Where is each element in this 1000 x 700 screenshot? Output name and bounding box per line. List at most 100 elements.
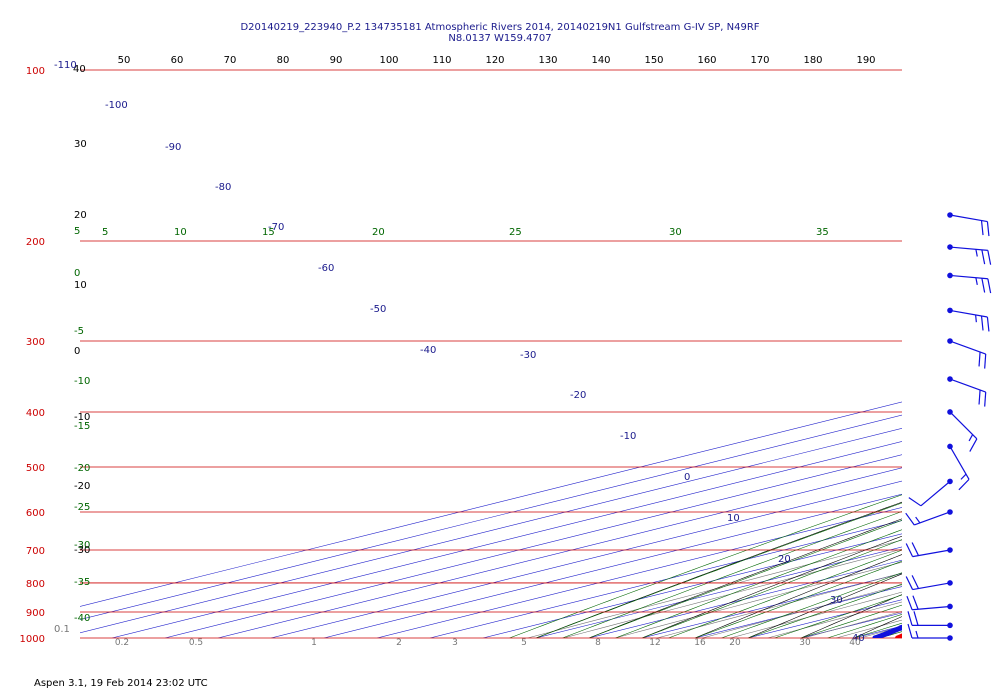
wind-barb [947,307,990,332]
isotherm-line [217,467,902,638]
moist-adiabat-label: 10 [174,227,187,238]
moist-adiabat-line [509,494,902,638]
isotherm-label: 40 [852,633,865,644]
isotherm-label: 20 [778,554,791,565]
wind-barb [947,376,987,407]
moist-adiabat-line [907,170,1000,638]
temperature-point [919,626,924,631]
mixing-ratio-line [915,412,1000,638]
adiabat-label: -35 [74,577,90,588]
moist-adiabat-line [615,529,902,638]
mixing-ratio-label: 40 [849,638,861,648]
top-scale-label: 70 [224,55,237,66]
isotherm-line [641,573,902,638]
isotherm-label: -10 [620,431,636,442]
isotherm-label: -80 [215,182,231,193]
wind-barbs [905,212,992,641]
adiabat-label: -20 [74,463,90,474]
isotherm-line [694,586,902,638]
moist-adiabat-line [668,549,902,638]
wind-barb [947,244,992,265]
isotherm-line [376,507,902,638]
temperature-point [959,610,964,615]
adiabat-label: -10 [74,412,90,423]
wind-barb [907,623,953,641]
isotherm-label: -60 [318,263,334,274]
mixing-ratio-label: 12 [649,638,660,648]
mixing-ratio-label: 1 [311,638,317,648]
dewpoint-point [923,615,929,621]
mixing-ratio-line [527,539,902,638]
pressure-label: 500 [26,463,45,474]
top-scale-label: 130 [538,55,557,66]
dewpoint-point [898,625,902,631]
top-scale-label: 180 [803,55,822,66]
adiabat-label: 20 [74,210,87,221]
moist-adiabat-line [641,539,902,638]
isotherm-label: 0 [684,472,690,483]
adiabat-label: -10 [74,376,90,387]
top-scale-label: 160 [697,55,716,66]
isotherm-label: -100 [105,100,128,111]
top-scale-label: 190 [856,55,875,66]
adiabat-label: -30 [74,540,90,551]
moist-adiabat-label: 30 [669,227,682,238]
isotherm-line [80,427,902,634]
isotherm-line [907,70,1000,638]
isotherm-line [482,533,902,638]
title-line-1: D20140219_223940_P.2 134735181 Atmospher… [240,22,760,33]
adiabat-label: 40 [73,64,86,75]
wind-barb [947,212,990,237]
temperature-point [895,635,900,638]
wind-barb [947,272,992,294]
pressure-label: 800 [26,579,45,590]
isotherm-line [429,520,902,638]
moist-adiabat-line [960,170,1000,638]
moist-adiabat-label: 20 [372,227,385,238]
isotherm-label: -50 [370,304,386,315]
dewpoint-point [981,592,987,598]
diagram-grid [80,69,1000,639]
moist-adiabat-label: 15 [262,227,275,238]
title-line-2: N8.0137 W159.4707 [448,33,552,44]
top-scale-label: 120 [485,55,504,66]
isotherm-label: -20 [570,390,586,401]
adiabat-label: 0 [74,268,80,279]
top-scale-label: 50 [118,55,131,66]
dewpoint-point [872,635,878,638]
moist-adiabat-line [562,511,902,638]
top-scale-label: 100 [379,55,398,66]
adiabat-label: 10 [74,280,87,291]
chart-title: D20140219_223940_P.2 134735181 Atmospher… [0,22,1000,44]
adiabat-label: -20 [74,481,90,492]
adiabat-label: 5 [74,226,80,237]
dewpoint-profile-line [874,624,902,638]
dewpoint-point [885,630,892,636]
wind-barb [947,338,987,369]
moist-adiabat-line [774,594,902,638]
top-scale-label: 60 [171,55,184,66]
mixing-ratio-label: 16 [694,638,706,648]
moist-adiabat-line [853,622,902,638]
isotherm-line [111,441,902,638]
isotherm-line [80,414,902,620]
isotherm-label: -30 [520,350,536,361]
adiabat-label: 0.1 [54,624,70,635]
dry-adiabat-line [853,616,902,638]
wind-barb [908,478,953,507]
wind-barb [907,611,953,629]
wind-barb [905,509,953,526]
mixing-ratio-line [702,584,902,638]
footer-info: Aspen 3.1, 19 Feb 2014 23:02 UTC [34,678,208,689]
moist-adiabat-line [827,614,902,638]
isotherm-label: 10 [727,513,740,524]
mixing-ratio-label: 0.5 [189,638,203,648]
isotherm-line [588,559,902,638]
temperature-point [990,598,995,603]
dry-adiabat-line [588,518,902,638]
top-scale-label: 170 [750,55,769,66]
mixing-ratio-line [563,548,902,638]
dry-adiabat-line [747,573,902,638]
adiabat-label: -5 [74,326,84,337]
